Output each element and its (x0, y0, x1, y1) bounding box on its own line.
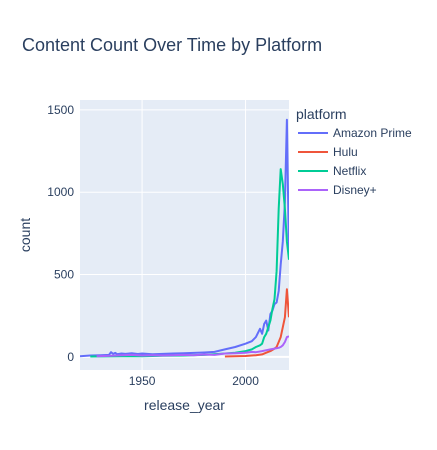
y-tick-label: 1500 (47, 103, 74, 117)
series-line-disney (96, 335, 289, 358)
x-axis-title: release_year (144, 397, 225, 413)
grid-lines (80, 100, 289, 370)
chart-title: Content Count Over Time by Platform (22, 35, 322, 55)
legend-label: Hulu (333, 145, 358, 159)
legend-item-netflix[interactable]: Netflix (298, 164, 366, 178)
x-axis-ticks: 1950 2000 (129, 374, 259, 388)
legend-item-amazon-prime[interactable]: Amazon Prime (298, 126, 412, 140)
x-tick-label: 2000 (232, 374, 259, 388)
plot-area (80, 100, 289, 370)
legend-item-disney[interactable]: Disney+ (298, 183, 377, 197)
legend-item-hulu[interactable]: Hulu (298, 145, 358, 159)
y-tick-label: 1000 (47, 185, 74, 199)
legend-label: Disney+ (333, 183, 377, 197)
series-lines (80, 118, 289, 358)
series-line-amazon-prime (80, 118, 289, 358)
y-tick-label: 0 (67, 350, 74, 364)
legend-label: Amazon Prime (333, 126, 412, 140)
x-tick-label: 1950 (129, 374, 156, 388)
y-axis-title: count (17, 218, 33, 252)
y-tick-label: 500 (54, 268, 74, 282)
legend-title: platform (296, 106, 347, 122)
legend: platform Amazon Prime Hulu Netflix Disney+ (296, 106, 412, 197)
y-axis-ticks: 0 500 1000 1500 (47, 103, 74, 364)
legend-label: Netflix (333, 164, 366, 178)
